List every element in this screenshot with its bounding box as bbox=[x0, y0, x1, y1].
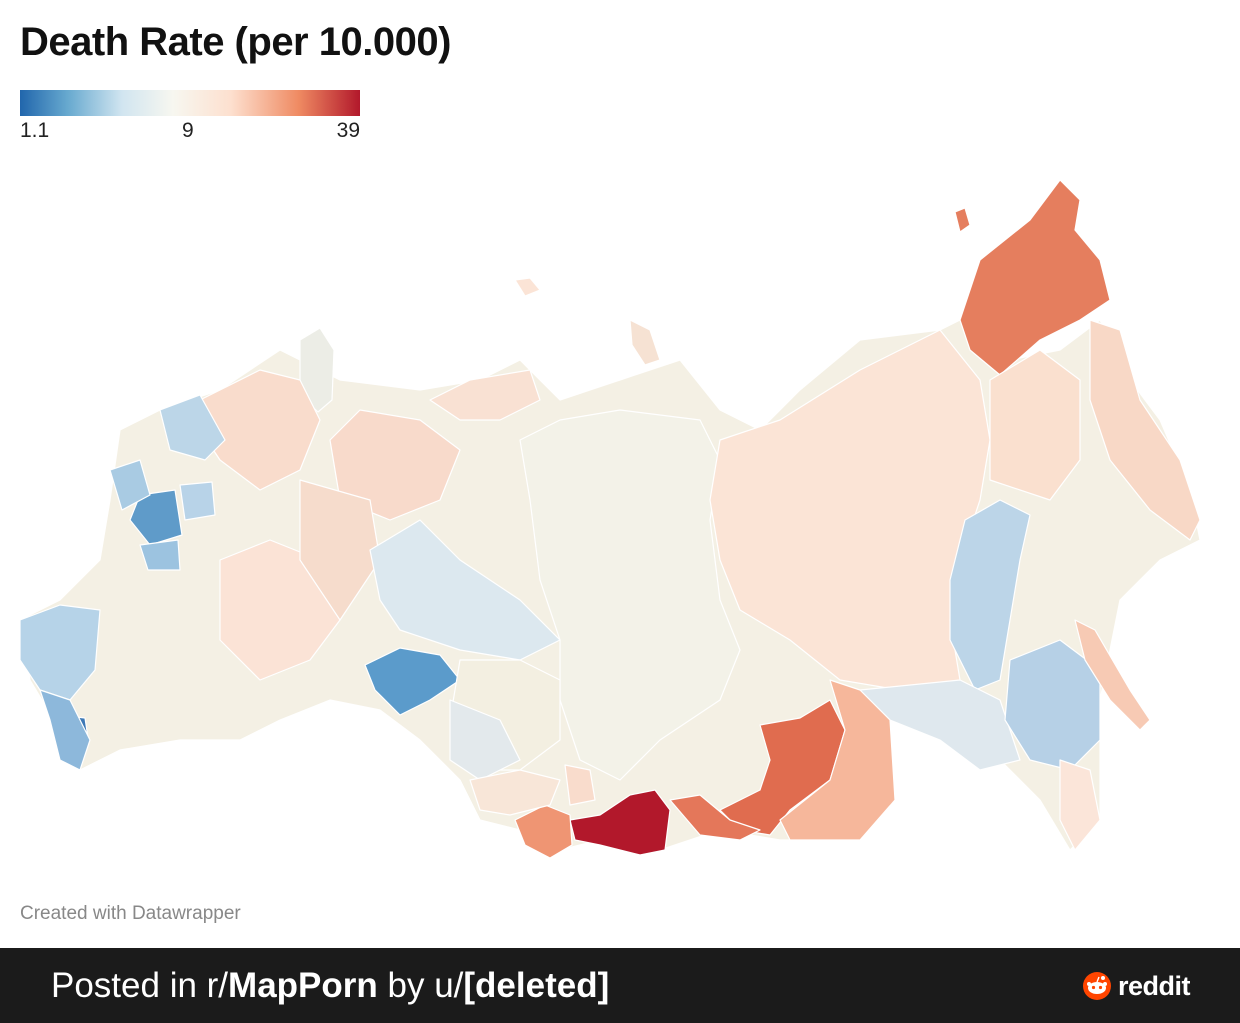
region-franz-josef bbox=[514, 277, 541, 297]
region-irkutsk bbox=[719, 699, 846, 836]
region-upper-volga bbox=[179, 481, 216, 521]
reddit-logo[interactable]: reddit bbox=[1082, 970, 1191, 1002]
subreddit-name[interactable]: MapPorn bbox=[228, 966, 378, 1005]
region-kamchatka bbox=[1089, 319, 1201, 541]
region-tuva bbox=[569, 789, 671, 856]
region-omsk bbox=[449, 699, 521, 781]
region-krasnoyarsk bbox=[519, 409, 741, 781]
region-caucasus2 bbox=[39, 689, 91, 771]
legend-gradient-bar bbox=[20, 90, 360, 116]
posted-prefix: Posted in r/ bbox=[51, 966, 229, 1005]
region-buryatia-west bbox=[669, 794, 761, 841]
region-karelia bbox=[159, 394, 226, 461]
region-sakhalin bbox=[1074, 619, 1151, 731]
region-zabaykalsky bbox=[779, 679, 896, 841]
reddit-alien-icon bbox=[1082, 972, 1111, 1000]
region-central-blue2 bbox=[139, 539, 181, 571]
region-moscow bbox=[129, 489, 183, 546]
region-magadan bbox=[989, 349, 1081, 501]
region-khabarovsk bbox=[949, 499, 1031, 691]
color-legend: 1.1 9 39 bbox=[20, 90, 360, 150]
reddit-wordmark: reddit bbox=[1117, 970, 1191, 1001]
region-tyumen bbox=[369, 519, 561, 661]
region-primorye bbox=[1004, 639, 1101, 771]
region-kemerovo bbox=[469, 769, 561, 816]
legend-min-label: 1.1 bbox=[20, 119, 50, 142]
legend-mid-label: 9 bbox=[182, 119, 194, 142]
region-wrangel bbox=[954, 207, 971, 233]
region-far-south bbox=[1059, 759, 1101, 851]
region-severnaya-zemlya bbox=[629, 319, 661, 366]
legend-max-label: 39 bbox=[336, 119, 360, 142]
map-title: Death Rate (per 10.000) bbox=[20, 20, 451, 64]
region-yamal bbox=[429, 369, 541, 421]
region-kurgan bbox=[364, 647, 461, 716]
region-central-blue bbox=[109, 459, 151, 511]
region-altai-north bbox=[564, 764, 596, 806]
credit-text: Created with Datawrapper bbox=[20, 903, 241, 924]
posted-by: by u/ bbox=[377, 966, 464, 1005]
footer-bar: Posted in r/MapPorn by u/[deleted] reddi… bbox=[0, 948, 1240, 1023]
posted-by-text: Posted in r/MapPorn by u/[deleted] bbox=[51, 966, 609, 1006]
region-amur bbox=[859, 679, 1021, 771]
region-south-blue bbox=[19, 604, 101, 701]
russia-choropleth-map bbox=[19, 179, 1201, 859]
username[interactable]: [deleted] bbox=[463, 966, 610, 1005]
region-urals-light bbox=[299, 479, 381, 621]
